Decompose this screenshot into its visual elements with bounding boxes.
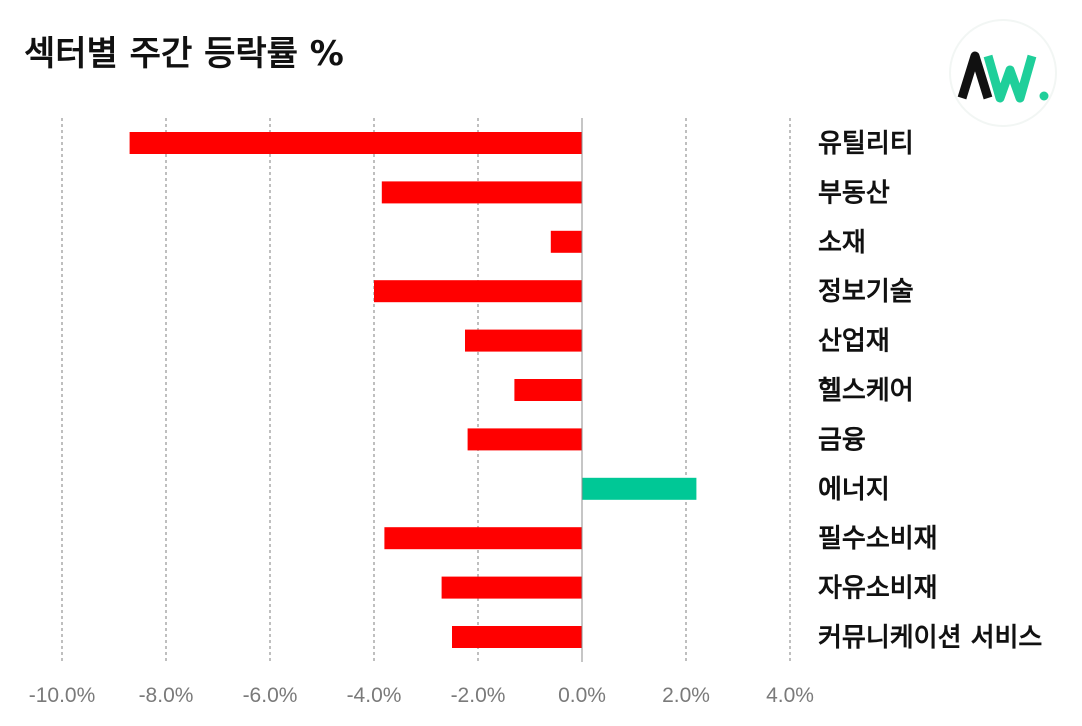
bar [381,181,582,204]
bar [465,329,582,352]
x-tick-label: -4.0% [347,684,402,707]
category-label: 정보기술 [818,277,914,307]
bar [374,280,582,303]
category-label: 부동산 [818,178,890,208]
x-tick-label: -2.0% [451,684,506,707]
category-label: 소재 [818,228,866,258]
category-label: 자유소비재 [818,574,938,604]
category-label: 에너지 [818,475,890,505]
category-label: 금융 [818,425,866,455]
chart-title: 섹터별 주간 등락률 % [24,34,344,74]
bar [452,626,582,648]
category-label: 필수소비재 [818,524,938,554]
category-label: 산업재 [818,327,890,357]
category-label: 헬스케어 [818,376,914,406]
x-tick-label: -8.0% [139,684,194,707]
bar [441,576,582,599]
bar [550,230,582,253]
bar [514,379,582,401]
bar [384,527,582,550]
x-tick-label: -10.0% [29,684,96,707]
x-tick-label: 4.0% [766,684,814,707]
x-tick-label: 2.0% [662,684,710,707]
category-label: 유틸리티 [818,129,914,159]
bar [467,428,582,451]
x-tick-label: 0.0% [558,684,606,707]
bar [129,132,582,154]
bar [582,477,697,500]
aw-logo-icon [949,19,1057,127]
category-label: 커뮤니케이션 서비스 [818,623,1042,653]
x-tick-label: -6.0% [243,684,298,707]
